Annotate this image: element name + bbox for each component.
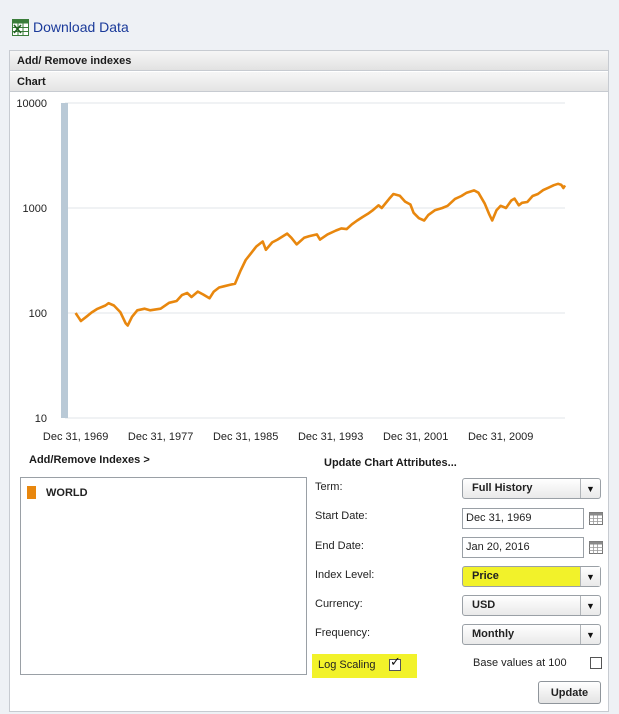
excel-icon xyxy=(12,18,29,36)
end-date-label: End Date: xyxy=(315,540,364,552)
frequency-value: Monthly xyxy=(472,628,515,640)
y-tick-label: 1000 xyxy=(23,203,47,215)
frequency-select[interactable]: Monthly ▼ xyxy=(462,624,601,645)
index-level-label: Index Level: xyxy=(315,569,375,581)
index-level-select[interactable]: Price ▼ xyxy=(462,566,601,587)
chevron-down-icon: ▼ xyxy=(580,596,600,615)
index-panel: Add/ Remove indexes Chart 10 100 1000 10000… xyxy=(9,50,609,712)
x-tick-label: Dec 31, 2001 xyxy=(383,431,448,443)
log-scaling-option: Log Scaling ✓ xyxy=(312,654,417,678)
chevron-down-icon: ▼ xyxy=(580,625,600,644)
update-button[interactable]: Update xyxy=(538,681,601,704)
base-values-checkbox[interactable] xyxy=(590,657,602,669)
start-date-input[interactable]: Dec 31, 1969 xyxy=(462,508,584,529)
chart-header: Chart xyxy=(10,72,608,92)
download-data-link[interactable]: Download Data xyxy=(12,16,129,38)
frequency-label: Frequency: xyxy=(315,627,371,639)
end-date-input[interactable]: Jan 20, 2016 xyxy=(462,537,584,558)
download-data-label: Download Data xyxy=(33,19,129,35)
x-tick-label: Dec 31, 2009 xyxy=(468,431,533,443)
color-swatch xyxy=(27,486,36,499)
base-values-label: Base values at 100 xyxy=(473,657,567,669)
y-tick-label: 100 xyxy=(29,308,47,320)
chart-range-handle[interactable] xyxy=(61,103,68,418)
currency-value: USD xyxy=(472,599,496,611)
price-chart: 10 100 1000 10000 Dec 31, 1969 Dec 31, 1977 D… xyxy=(16,98,567,443)
y-tick-label: 10 xyxy=(35,413,47,425)
index-label: WORLD xyxy=(46,486,88,499)
calendar-icon[interactable] xyxy=(589,512,603,525)
checkmark-icon: ✓ xyxy=(390,655,401,670)
currency-label: Currency: xyxy=(315,598,363,610)
index-level-value: Price xyxy=(472,570,499,582)
term-label: Term: xyxy=(315,481,343,493)
x-tick-label: Dec 31, 1977 xyxy=(128,431,193,443)
list-item[interactable]: WORLD xyxy=(27,486,88,499)
series-line-world xyxy=(74,182,567,327)
y-tick-label: 10000 xyxy=(16,98,47,110)
add-remove-indexes-link[interactable]: Add/Remove Indexes > xyxy=(29,454,150,466)
chart-attributes-heading: Update Chart Attributes... xyxy=(324,457,457,469)
log-scaling-label: Log Scaling xyxy=(318,659,376,671)
x-tick-label: Dec 31, 1985 xyxy=(213,431,278,443)
log-scaling-checkbox[interactable]: ✓ xyxy=(389,655,401,671)
x-tick-label: Dec 31, 1969 xyxy=(43,431,108,443)
currency-select[interactable]: USD ▼ xyxy=(462,595,601,616)
chevron-down-icon: ▼ xyxy=(580,479,600,498)
x-tick-label: Dec 31, 1993 xyxy=(298,431,363,443)
term-value: Full History xyxy=(472,482,533,494)
calendar-icon[interactable] xyxy=(589,541,603,554)
term-select[interactable]: Full History ▼ xyxy=(462,478,601,499)
chevron-down-icon: ▼ xyxy=(580,567,600,586)
add-remove-indexes-header[interactable]: Add/ Remove indexes xyxy=(10,51,608,71)
start-date-label: Start Date: xyxy=(315,510,368,522)
index-list: WORLD xyxy=(20,477,307,675)
